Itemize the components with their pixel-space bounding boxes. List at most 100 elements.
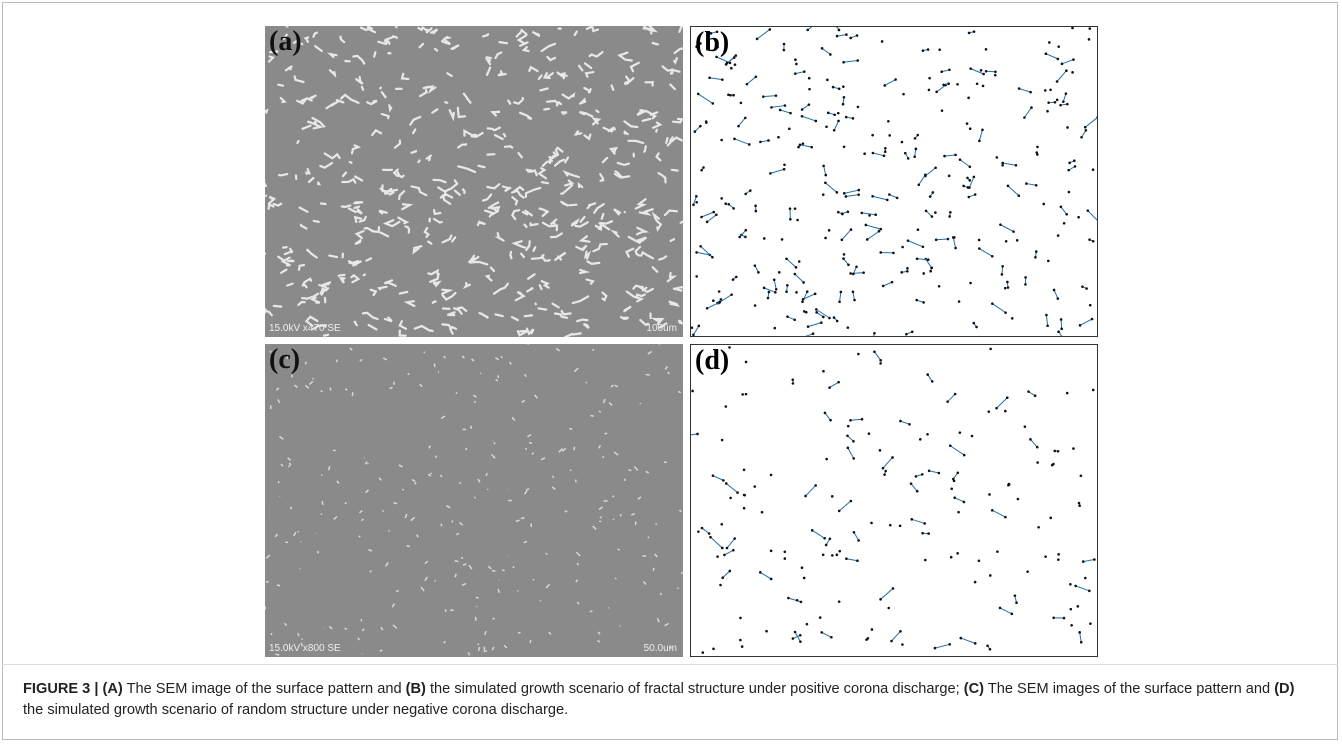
sem-feature <box>297 300 306 306</box>
sem-feature <box>344 388 348 391</box>
sem-feature <box>461 188 466 195</box>
particle <box>852 439 855 443</box>
sem-feature <box>486 183 501 190</box>
panel-graphic <box>691 346 1096 654</box>
sem-feature <box>310 296 321 304</box>
sem-feature <box>614 384 619 388</box>
link <box>823 165 827 176</box>
particle <box>1090 317 1094 321</box>
sem-feature <box>286 259 295 263</box>
sem-feature <box>296 98 308 105</box>
particle <box>693 130 697 133</box>
sem-feature <box>439 474 443 478</box>
sem-feature <box>484 274 493 282</box>
particle <box>823 536 826 540</box>
particle <box>722 479 725 482</box>
particle <box>987 410 991 413</box>
particle <box>914 475 918 478</box>
particle <box>959 636 963 640</box>
particle <box>802 576 806 580</box>
particle <box>888 523 892 527</box>
link <box>837 34 847 37</box>
particle <box>712 210 716 214</box>
particle <box>849 499 853 503</box>
particle <box>1014 163 1018 167</box>
sem-feature <box>578 110 594 118</box>
link <box>843 258 849 266</box>
particle <box>700 168 703 172</box>
divider <box>2 664 1338 665</box>
link <box>712 475 724 481</box>
particle <box>810 145 814 149</box>
scale-info: 15.0kV x800 SE <box>269 643 341 654</box>
particle <box>845 557 848 561</box>
sem-feature <box>591 117 602 126</box>
particle <box>699 42 702 45</box>
particle <box>1079 474 1083 478</box>
particle <box>799 600 803 604</box>
sem-feature <box>441 194 452 205</box>
particle <box>891 456 894 459</box>
particle <box>1074 584 1077 588</box>
sem-feature <box>400 72 410 81</box>
particle <box>1057 45 1061 48</box>
sem-feature <box>265 108 269 114</box>
particle <box>795 62 798 66</box>
particle <box>739 638 742 642</box>
sem-feature <box>477 643 480 646</box>
particle <box>802 70 806 73</box>
link <box>807 27 813 31</box>
particle <box>1088 303 1092 307</box>
particle <box>862 271 865 274</box>
sem-feature <box>384 279 397 287</box>
particle <box>870 628 874 631</box>
particle <box>1067 190 1071 194</box>
particle <box>1037 525 1040 529</box>
sem-feature <box>388 529 391 532</box>
particle <box>973 580 977 584</box>
sem-feature <box>320 389 323 393</box>
link <box>794 273 804 283</box>
sem-feature <box>619 513 622 517</box>
sem-feature <box>304 168 312 175</box>
sem-feature <box>321 500 324 506</box>
link <box>838 500 852 512</box>
particle <box>1033 394 1037 398</box>
link <box>786 258 797 268</box>
particle <box>930 380 934 383</box>
sem-feature <box>503 644 508 649</box>
particle <box>842 85 845 88</box>
particle <box>835 34 839 38</box>
particle <box>728 61 732 65</box>
sem-feature <box>328 254 339 259</box>
particle <box>800 114 804 118</box>
particle <box>705 220 709 224</box>
particle <box>814 484 817 487</box>
sem-feature <box>642 580 647 585</box>
panel-label: (a) <box>269 26 302 57</box>
particle <box>899 419 902 423</box>
sem-feature <box>338 277 346 284</box>
particle <box>825 457 828 461</box>
sem-feature <box>304 315 319 327</box>
panel-label: (b) <box>695 27 730 58</box>
particle <box>935 90 938 94</box>
sem-feature <box>398 290 409 295</box>
particle <box>895 196 899 200</box>
panel-label: (d) <box>695 345 730 376</box>
sem-feature <box>607 607 610 609</box>
sem-feature <box>383 35 396 43</box>
particle <box>951 236 955 239</box>
particle <box>849 272 852 275</box>
link <box>1018 88 1031 93</box>
sem-feature <box>463 128 478 137</box>
particle <box>786 315 789 318</box>
particle <box>978 247 981 250</box>
particle <box>819 321 823 324</box>
particle <box>1056 450 1060 453</box>
sem-feature <box>280 268 288 274</box>
sem-feature <box>407 372 410 376</box>
sem-feature <box>659 592 663 596</box>
particle <box>782 42 786 46</box>
link <box>850 418 863 421</box>
